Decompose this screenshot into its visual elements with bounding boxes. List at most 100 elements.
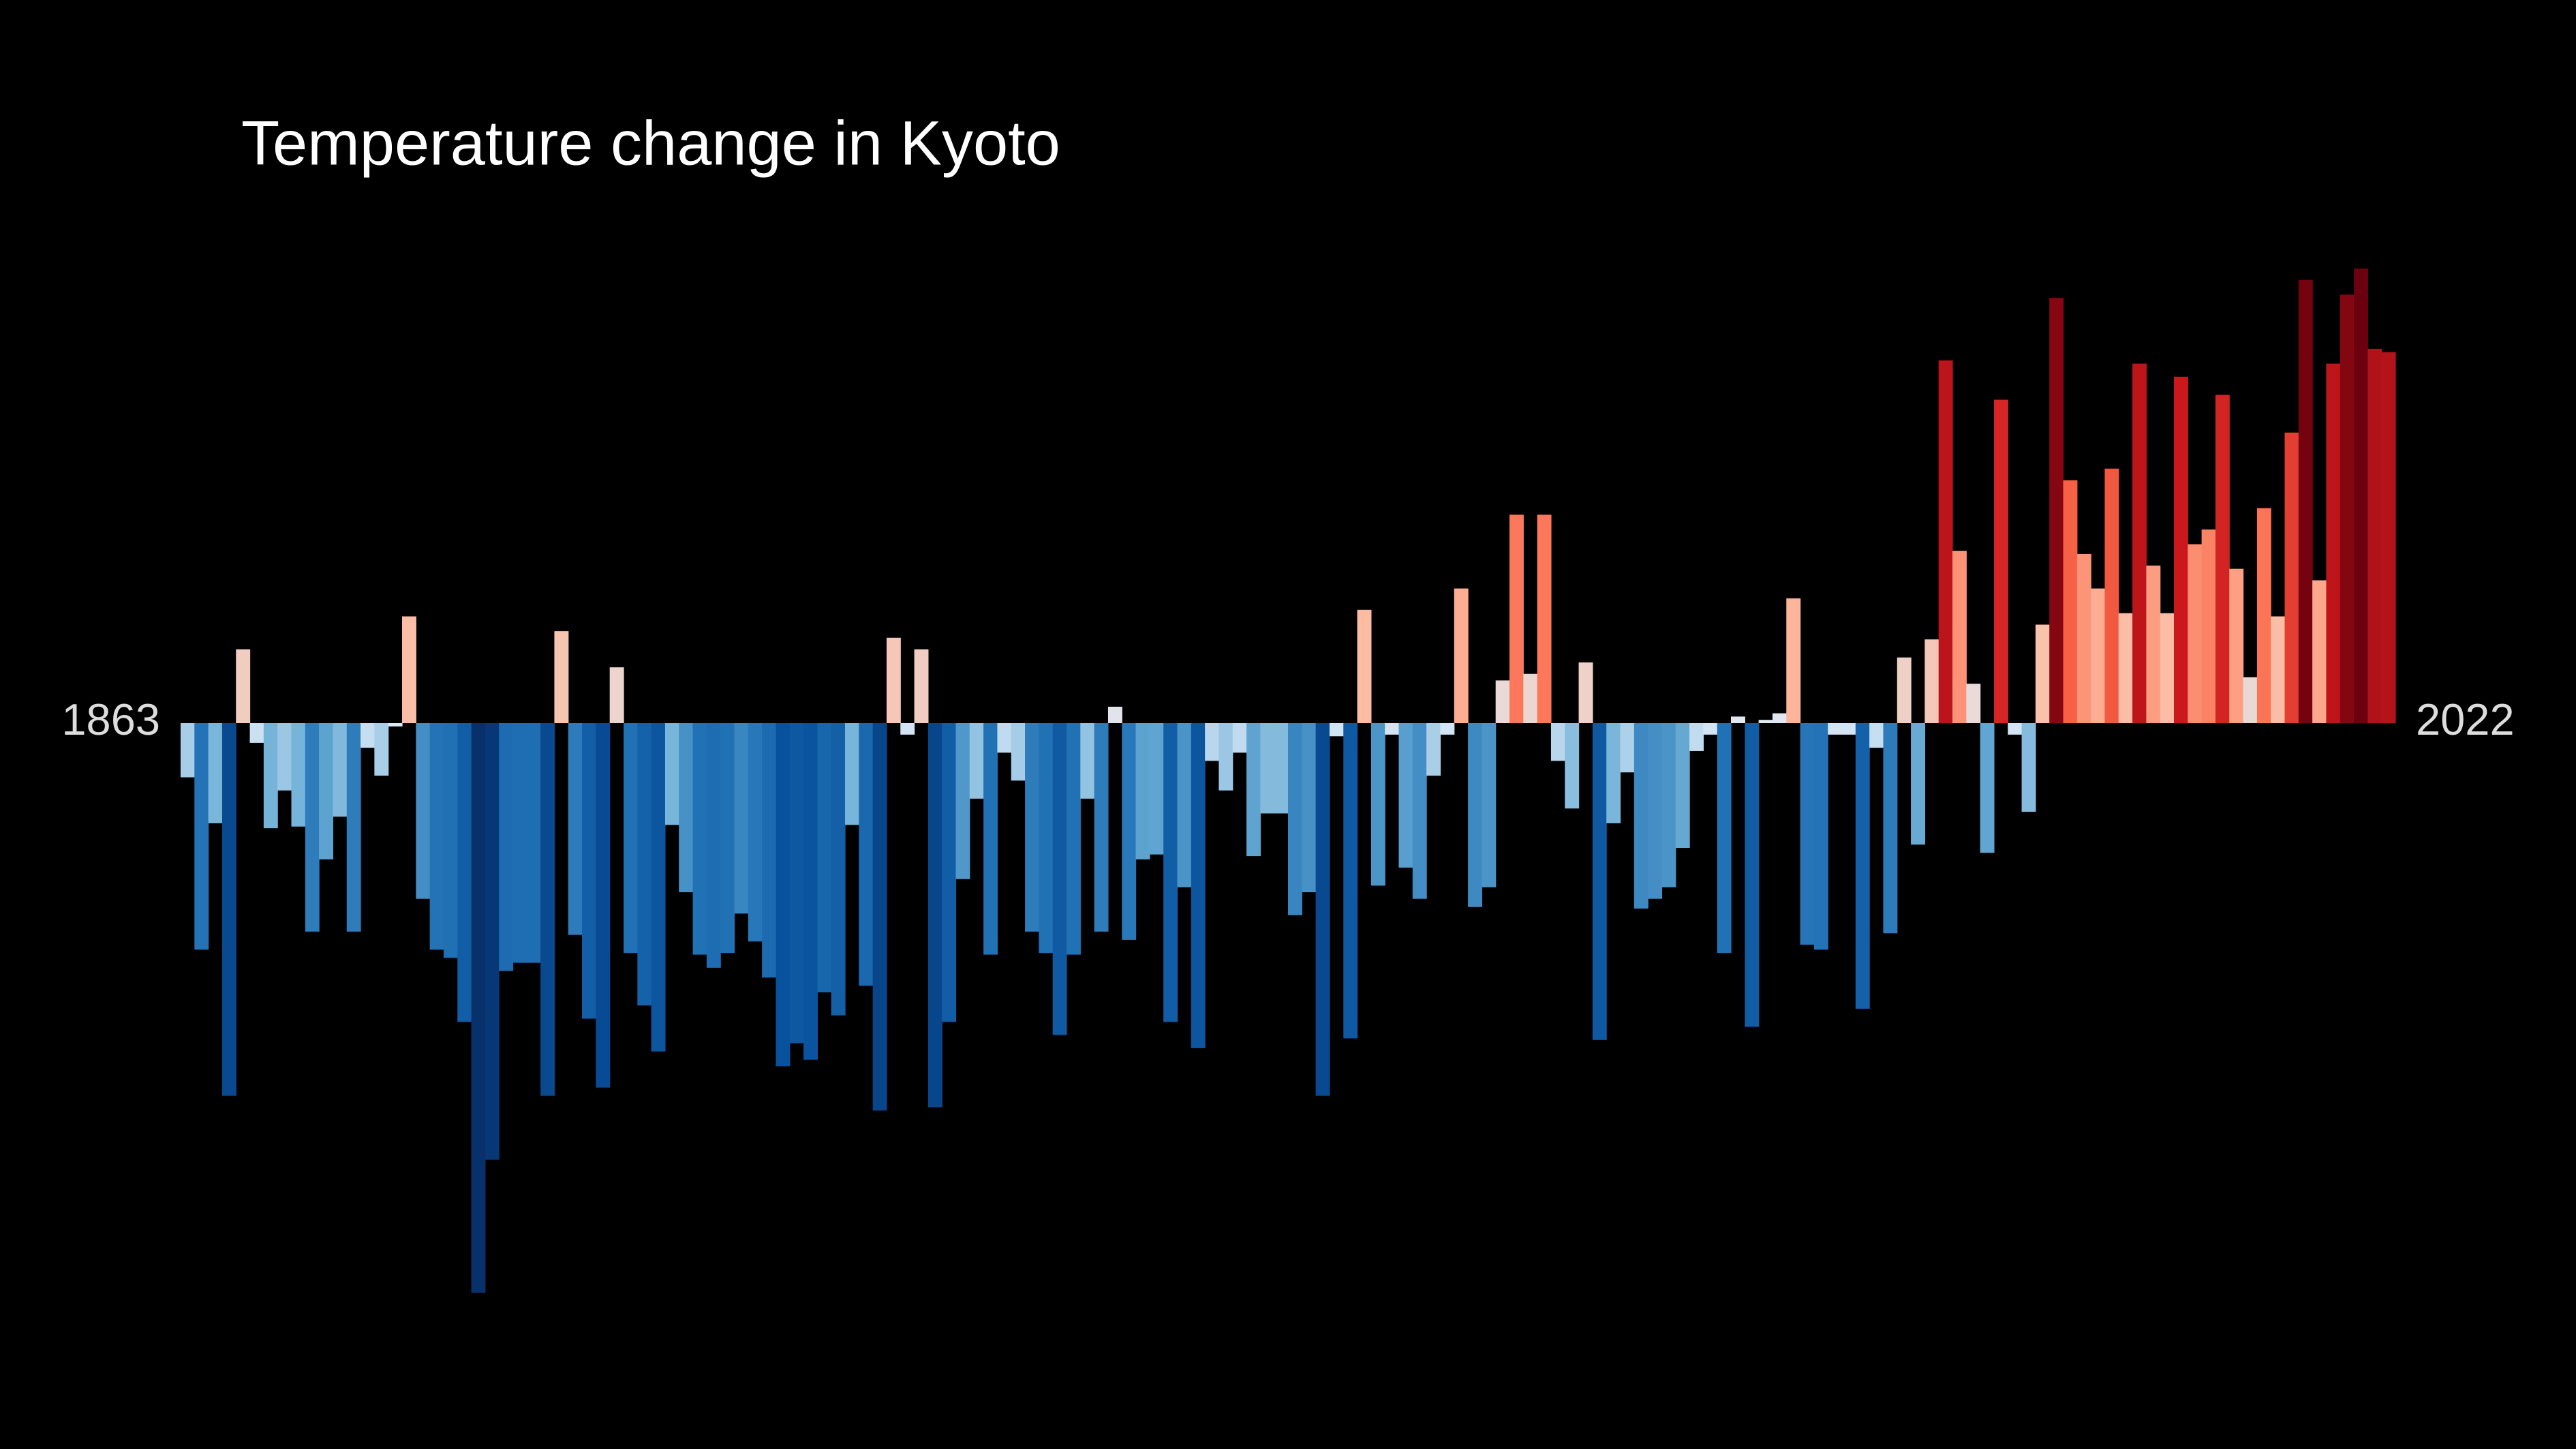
bar <box>720 723 735 954</box>
bar <box>2367 348 2382 723</box>
bar <box>388 723 403 727</box>
bar <box>776 723 791 1067</box>
bar <box>291 723 306 827</box>
bar <box>1800 723 1815 945</box>
bar <box>2312 580 2327 723</box>
x-tick-label: 1863 <box>61 695 160 744</box>
bar <box>181 723 195 778</box>
bar <box>2188 544 2203 723</box>
bar <box>1052 723 1067 1035</box>
bar <box>817 723 832 993</box>
bar <box>845 723 859 825</box>
bar <box>1703 723 1718 735</box>
bar <box>1218 723 1233 791</box>
bar <box>1122 723 1137 940</box>
bar <box>1993 399 2008 723</box>
bar <box>1925 639 1939 723</box>
bar <box>2215 395 2230 723</box>
bar <box>402 616 416 723</box>
bar <box>955 723 970 879</box>
bar <box>927 723 942 1108</box>
bar <box>1246 723 1261 857</box>
bar <box>1274 723 1289 814</box>
bar <box>374 723 389 776</box>
bar <box>679 723 694 893</box>
bar <box>1869 723 1884 748</box>
bar <box>1288 723 1302 915</box>
bar <box>1080 723 1095 799</box>
bar <box>983 723 998 955</box>
bar <box>1592 723 1607 1040</box>
bar <box>2229 568 2244 723</box>
bar <box>1675 723 1690 849</box>
bar <box>208 723 223 823</box>
bar <box>2354 268 2368 724</box>
bar <box>1855 723 1870 1009</box>
bar <box>1025 723 1039 932</box>
bar <box>1135 723 1150 859</box>
bar <box>1329 723 1344 737</box>
bar <box>1149 723 1164 855</box>
bar <box>1440 723 1455 735</box>
bar <box>582 723 596 1019</box>
bar <box>734 723 749 914</box>
bar <box>803 723 818 1060</box>
bar <box>692 723 707 955</box>
bar <box>249 723 264 743</box>
bar <box>1786 598 1801 723</box>
bar <box>1426 723 1441 776</box>
bar <box>2076 553 2091 723</box>
bar <box>1841 723 1856 735</box>
bar <box>2284 432 2299 723</box>
bar <box>1205 723 1220 761</box>
bar <box>1191 723 1206 1048</box>
bar <box>2021 723 2036 812</box>
x-tick-label: 2022 <box>2416 695 2515 744</box>
bar <box>1412 723 1427 899</box>
bar <box>1883 723 1898 934</box>
bar <box>2271 616 2286 723</box>
bar <box>2243 677 2258 723</box>
bar <box>1897 657 1912 723</box>
bar <box>1509 515 1524 723</box>
bar <box>1758 720 1773 723</box>
bar <box>1039 723 1054 954</box>
bar <box>1385 723 1400 735</box>
bar <box>1163 723 1178 1022</box>
bar <box>2201 529 2216 723</box>
bar <box>1689 723 1704 751</box>
bar <box>1107 706 1122 723</box>
bar <box>2146 565 2161 723</box>
bar <box>221 723 236 1096</box>
bar <box>789 723 804 1043</box>
bar <box>277 723 292 791</box>
bar <box>1578 662 1593 723</box>
bar <box>1260 723 1275 814</box>
bar <box>1661 723 1676 887</box>
bar <box>637 723 652 1006</box>
bar <box>1482 723 1497 887</box>
bar <box>1495 680 1510 723</box>
bar <box>831 723 846 1016</box>
bar <box>319 723 334 859</box>
bar <box>900 723 915 735</box>
bar <box>1315 723 1330 1096</box>
bar <box>1980 723 1995 853</box>
bar <box>2035 624 2050 723</box>
bar <box>416 723 431 899</box>
bar <box>305 723 320 932</box>
bar <box>624 723 638 954</box>
bar <box>2008 723 2023 735</box>
bar <box>2118 613 2133 723</box>
bar <box>748 723 763 942</box>
bar <box>2326 363 2341 723</box>
bar <box>1772 713 1787 723</box>
bar <box>1911 723 1925 845</box>
bar <box>1828 723 1843 735</box>
bar <box>346 723 361 932</box>
bar <box>1370 723 1385 886</box>
bar <box>499 723 514 971</box>
bar <box>886 637 901 723</box>
bar <box>1177 723 1192 887</box>
bar <box>1606 723 1621 823</box>
